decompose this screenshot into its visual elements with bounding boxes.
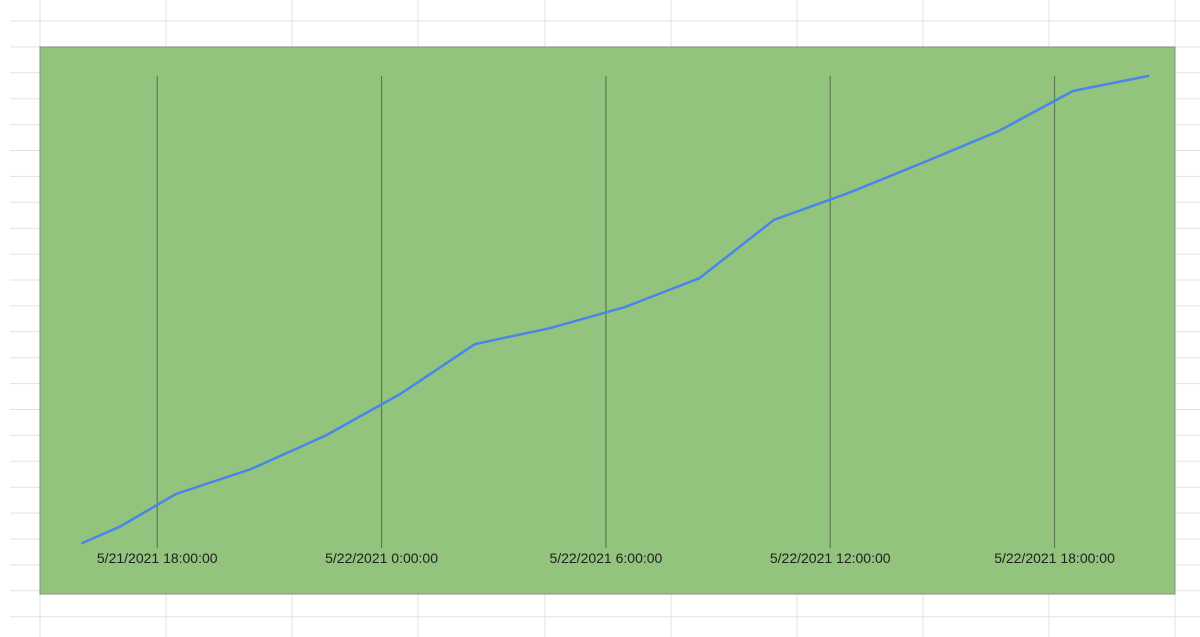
data-point[interactable] [118, 525, 122, 528]
data-point[interactable] [698, 277, 701, 280]
x-tick-label: 5/22/2021 6:00:00 [549, 550, 662, 566]
x-axis-tick-labels: 5/21/2021 18:00:00 5/22/2021 0:00:00 5/22/… [97, 550, 1115, 566]
series-line[interactable] [81, 74, 1150, 545]
data-point[interactable] [922, 161, 925, 164]
data-point[interactable] [399, 392, 402, 396]
data-point[interactable] [249, 468, 252, 471]
data-point[interactable] [847, 191, 851, 194]
data-point[interactable] [1072, 89, 1075, 93]
data-point[interactable] [1146, 74, 1150, 78]
data-point[interactable] [174, 492, 178, 496]
chart-plot-area[interactable] [39, 46, 1176, 595]
x-tick-label: 5/22/2021 0:00:00 [325, 550, 438, 566]
data-point[interactable] [772, 218, 776, 221]
series-layer [81, 74, 1150, 545]
x-tick-label: 5/22/2021 12:00:00 [770, 550, 891, 566]
x-tick-label: 5/22/2021 18:00:00 [994, 550, 1115, 566]
data-point[interactable] [473, 342, 477, 346]
data-point[interactable] [623, 306, 626, 309]
data-point[interactable] [548, 327, 551, 330]
data-point[interactable] [324, 434, 327, 437]
x-tick-label: 5/21/2021 18:00:00 [97, 550, 218, 566]
data-point[interactable] [81, 541, 84, 545]
data-point[interactable] [997, 129, 1000, 133]
